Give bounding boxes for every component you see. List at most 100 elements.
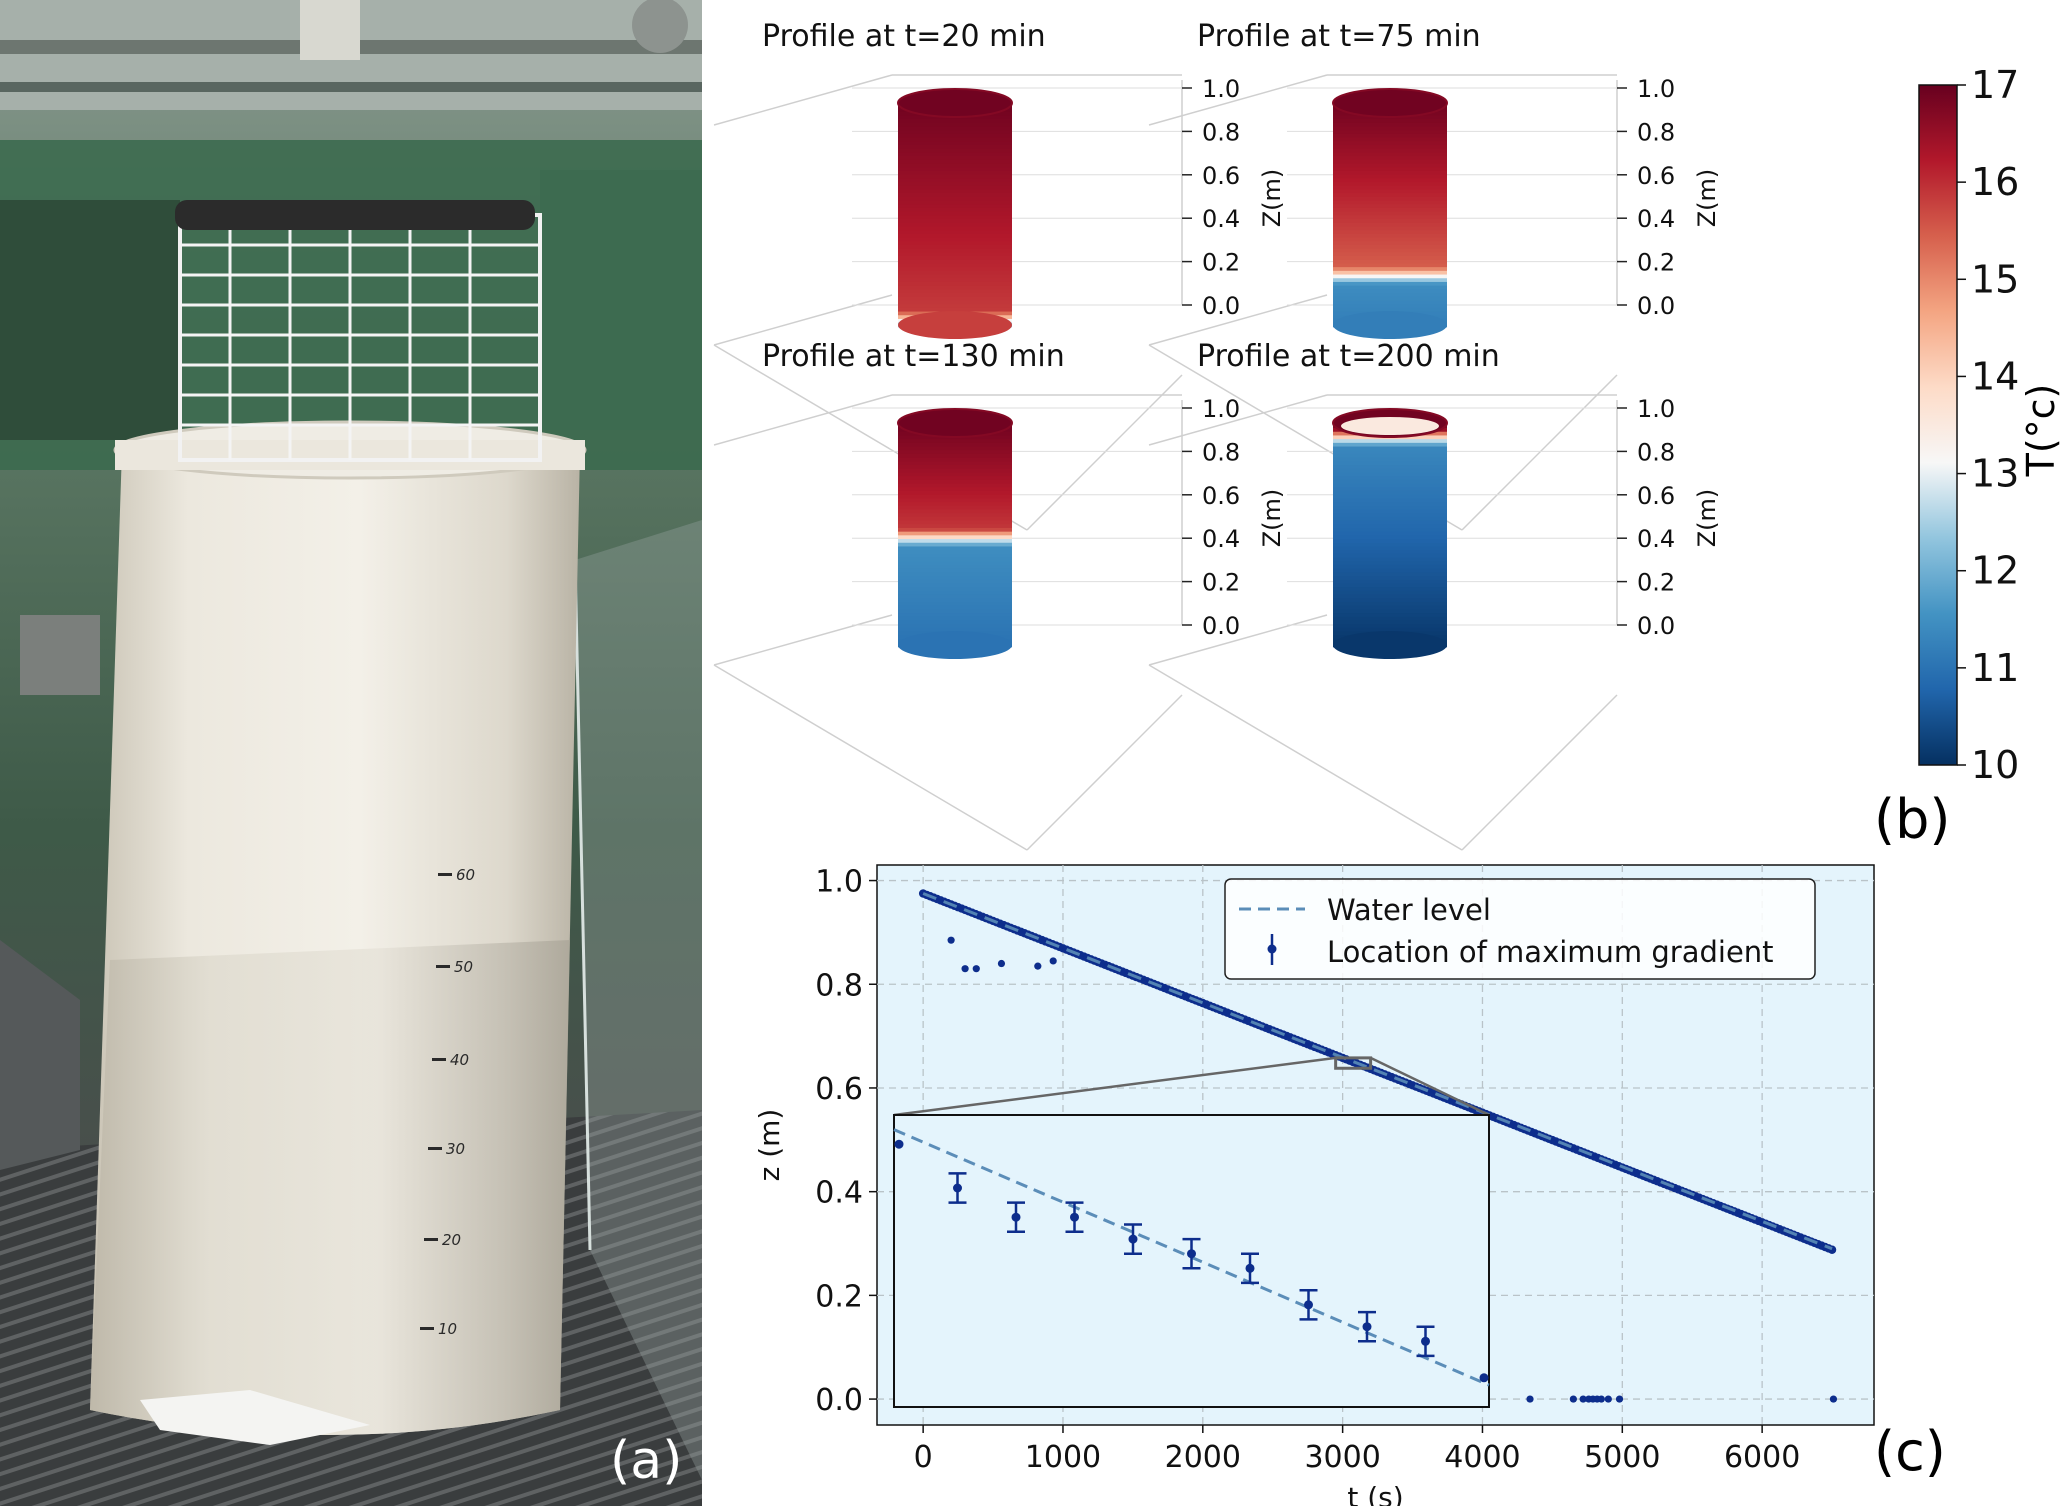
- cylinder-slice: [1333, 152, 1447, 158]
- cylinder-slice: [898, 576, 1012, 581]
- cylinder-slice: [898, 226, 1012, 232]
- cylinder-slice: [1333, 270, 1447, 276]
- cylinder-slice: [1333, 505, 1447, 511]
- cylinder-slice: [898, 267, 1012, 272]
- z-axis-label: Z(m): [1693, 489, 1721, 548]
- cylinder-slice: [898, 450, 1012, 455]
- cylinder-slice: [1333, 613, 1447, 618]
- cylinder-slice: [1333, 222, 1447, 228]
- cylinder-slice: [1333, 476, 1447, 481]
- cylinder-slice: [898, 516, 1012, 522]
- cylinder-slice: [1333, 274, 1447, 280]
- photo-panel: 60 50 40 30 20 10 (a): [0, 0, 702, 1506]
- panel-label-a: (a): [610, 1431, 682, 1491]
- cylinder-slice: [898, 601, 1012, 607]
- cylinder-slice: [898, 624, 1012, 629]
- tank-scale-label: 40: [450, 1051, 469, 1069]
- cylinder-slice: [898, 568, 1012, 574]
- cylinder-slice: [1333, 219, 1447, 224]
- cylinder-slice: [1333, 263, 1447, 269]
- z-tick-label: 0.4: [1202, 525, 1240, 553]
- cylinder-slice: [898, 468, 1012, 474]
- cylinder-slice: [898, 446, 1012, 452]
- cylinder-slice: [898, 185, 1012, 191]
- cylinder-slice: [1333, 583, 1447, 589]
- cylinder-slice: [1333, 193, 1447, 198]
- cylinder-slice: [1333, 498, 1447, 504]
- outlier-point: [997, 959, 1006, 968]
- colorbar-tick-label: 13: [1971, 452, 2019, 496]
- colorbar-tick-label: 16: [1971, 160, 2019, 204]
- cylinder-slice: [898, 457, 1012, 463]
- cylinder-slice: [1333, 487, 1447, 492]
- outlier-point: [961, 965, 969, 973]
- cylinder-slice: [898, 244, 1012, 250]
- cylinder-slice: [898, 531, 1012, 537]
- cylinder-slice: [898, 148, 1012, 154]
- cylinder-slice: [1333, 546, 1447, 552]
- legend-label: Water level: [1327, 893, 1491, 927]
- cylinder-slice: [1333, 609, 1447, 615]
- cylinder-slice: [898, 564, 1012, 570]
- cylinder-slice: [898, 170, 1012, 176]
- z-axis-label: Z(m): [1258, 489, 1286, 548]
- legend-swatch: [1267, 944, 1277, 954]
- cylinder-slice: [898, 296, 1012, 302]
- cylinder-slice: [1333, 576, 1447, 581]
- inset-point: [1070, 1212, 1079, 1222]
- inset-point: [1479, 1373, 1489, 1383]
- y-axis-label: z (m): [753, 1109, 786, 1182]
- z-tick-label: 0.4: [1637, 205, 1675, 233]
- cylinder-slice: [898, 609, 1012, 615]
- cylinder-slice: [898, 215, 1012, 221]
- water-level-line: [922, 892, 1833, 1251]
- cylinder-slice: [1333, 620, 1447, 626]
- inset-point: [1011, 1212, 1021, 1222]
- profile-plot: 0.0 0.2 0.4 0.6 0.8 1.0 Z(m) Profile at t=130 m…: [713, 339, 1286, 851]
- profile-title: Profile at t=130 min: [762, 339, 1065, 374]
- z-tick-label: 1.0: [1637, 395, 1675, 423]
- cylinder-slice: [1333, 189, 1447, 195]
- z-tick-label: 0.0: [1637, 612, 1675, 640]
- cylinder-slice: [898, 572, 1012, 578]
- panel-label-c: (c): [1874, 1420, 1946, 1483]
- cylinder-slice: [1333, 550, 1447, 555]
- cylinder-slice: [898, 509, 1012, 515]
- y-tick-label: 0.8: [815, 968, 863, 1003]
- cylinder-slice: [898, 270, 1012, 276]
- profile-plot: 0.0 0.2 0.4 0.6 0.8 1.0 Z(m) Profile at t=200 m…: [1148, 339, 1721, 851]
- cylinder-slice: [1333, 278, 1447, 283]
- z-tick-label: 0.8: [1637, 118, 1675, 146]
- cylinder-slice: [898, 627, 1012, 633]
- cylinder-slice: [1333, 293, 1447, 298]
- x-tick-label: 2000: [1165, 1440, 1241, 1475]
- z-tick-label: 0.2: [1202, 249, 1240, 277]
- cylinder-slice: [898, 535, 1012, 541]
- cylinder-slice: [1333, 252, 1447, 258]
- inset-point: [1187, 1249, 1196, 1259]
- colorbar-tick-label: 12: [1971, 549, 2019, 593]
- tank-scale-label: 10: [438, 1320, 457, 1338]
- x-tick-label: 1000: [1025, 1440, 1101, 1475]
- cylinder-slice: [1333, 527, 1447, 533]
- cylinder-slice: [898, 439, 1012, 444]
- cylinder-slice: [1333, 241, 1447, 246]
- x-tick-label: 0: [914, 1440, 933, 1475]
- cylinder-slice: [1333, 300, 1447, 306]
- cylinder-slice: [1333, 472, 1447, 478]
- cylinder-slice: [898, 122, 1012, 128]
- profile-title: Profile at t=75 min: [1197, 19, 1481, 54]
- cylinder-slice: [898, 119, 1012, 124]
- cylinder-slice: [1333, 233, 1447, 239]
- cylinder-slice: [898, 145, 1012, 150]
- cylinder-slice: [1333, 479, 1447, 485]
- cylinder-slice: [1333, 211, 1447, 217]
- z-tick-label: 0.6: [1637, 482, 1675, 510]
- z-tick-label: 0.2: [1202, 569, 1240, 597]
- cylinder-slice: [898, 307, 1012, 313]
- cylinder-slice: [1333, 605, 1447, 611]
- z-tick-label: 1.0: [1202, 75, 1240, 103]
- profile-plot: 0.0 0.2 0.4 0.6 0.8 1.0 Z(m) Profile at t=75 mi…: [1148, 19, 1721, 531]
- cylinder-slice: [1333, 167, 1447, 172]
- cylinder-slice: [898, 561, 1012, 566]
